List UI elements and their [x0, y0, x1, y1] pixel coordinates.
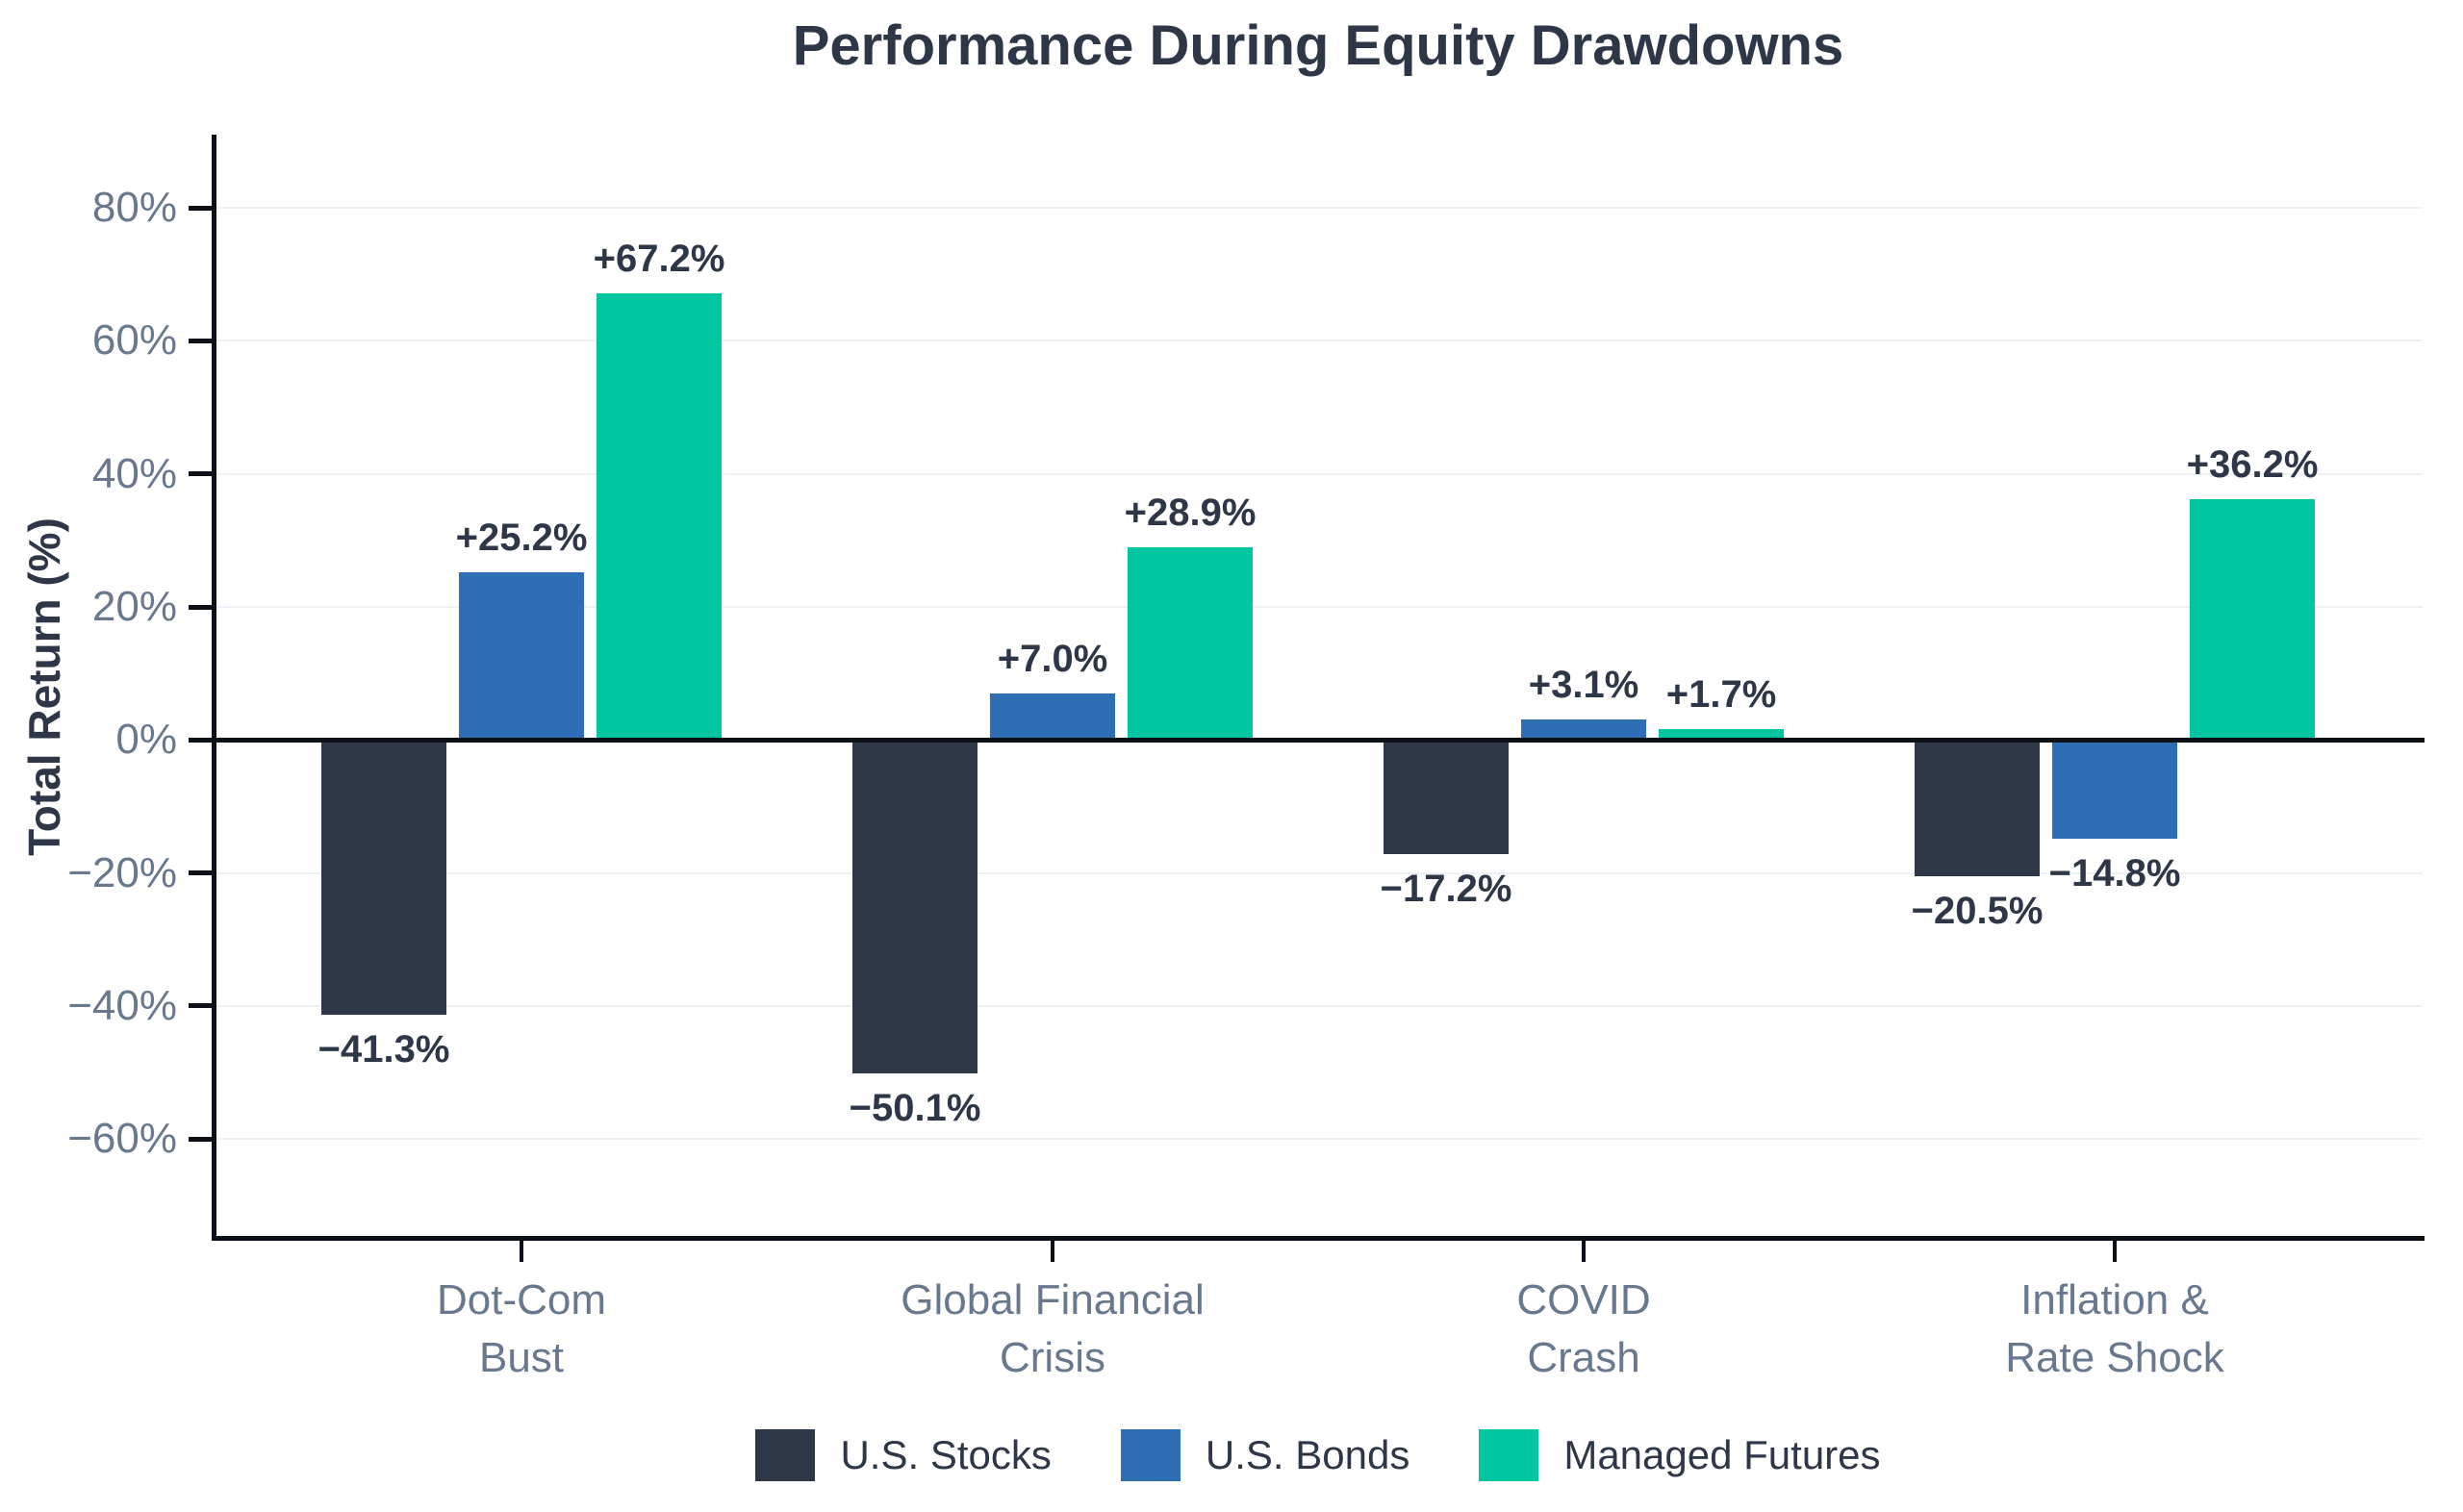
y-tick	[189, 1136, 214, 1142]
legend-swatch	[1479, 1429, 1539, 1481]
bar-value-label: −14.8%	[2048, 851, 2181, 895]
plot-area: −41.3% −50.1% −17.2% −20.5% +25.2% +7.0% +3.1%…	[212, 135, 2425, 1381]
bar-u-s-stocks	[1915, 740, 2040, 877]
gridline	[214, 606, 2423, 608]
y-tick-label: 40%	[91, 449, 177, 497]
bar-value-label: −20.5%	[1911, 890, 2044, 933]
legend-label: U.S. Stocks	[840, 1432, 1052, 1477]
bar-value-label: +67.2%	[593, 237, 725, 280]
y-axis-title: Total Return (%)	[19, 517, 69, 856]
bar-value-label: +7.0%	[997, 637, 1108, 680]
bar-value-label: −17.2%	[1380, 868, 1512, 911]
x-category-label: Dot-Com Bust	[436, 1276, 607, 1381]
bar-value-label: −41.3%	[317, 1027, 450, 1071]
bar-managed-futures	[597, 292, 722, 741]
y-tick-label: 20%	[91, 583, 177, 630]
chart-title: Performance During Equity Drawdowns	[792, 14, 1844, 77]
y-tick	[189, 1003, 214, 1009]
bar-value-label: +25.2%	[455, 517, 588, 560]
legend-item-managed-futures: Managed Futures	[1479, 1429, 1881, 1481]
y-tick-label: −40%	[67, 981, 177, 1029]
legend-swatch	[1120, 1429, 1181, 1481]
bar-value-label: +1.7%	[1665, 672, 1777, 716]
legend-label: U.S. Bonds	[1205, 1432, 1410, 1477]
bar-u-s-stocks	[1384, 740, 1509, 855]
y-tick-label: −60%	[67, 1115, 177, 1163]
y-tick-label: −20%	[67, 848, 177, 896]
legend-item-u-s-stocks: U.S. Stocks	[755, 1429, 1052, 1481]
legend: U.S. Stocks U.S. Bonds Managed Futures	[214, 1429, 2423, 1481]
y-tick-label: 80%	[91, 184, 177, 232]
y-axis-line	[212, 135, 216, 1239]
x-category-label: Inflation & Rate Shock	[2005, 1276, 2224, 1381]
x-axis-line	[212, 1236, 2425, 1241]
y-tick-label: 60%	[91, 316, 177, 365]
y-tick	[189, 870, 214, 876]
gridline	[214, 340, 2423, 342]
y-tick	[189, 205, 214, 211]
x-tick	[2113, 1239, 2117, 1262]
bar-value-label: +36.2%	[2186, 442, 2319, 486]
x-category-label: Global Financial Crisis	[901, 1276, 1205, 1381]
gridline	[214, 472, 2423, 475]
x-category-label: COVID Crash	[1516, 1276, 1651, 1381]
bar-u-s-bonds	[459, 572, 584, 741]
y-tick-label: 0%	[115, 716, 177, 764]
bar-managed-futures	[1128, 547, 1253, 741]
y-tick	[189, 604, 214, 610]
x-tick	[1582, 1239, 1586, 1262]
gridline	[214, 1138, 2423, 1141]
y-tick	[189, 737, 214, 743]
gridline	[214, 1004, 2423, 1007]
bar-u-s-stocks	[852, 740, 978, 1073]
x-tick	[1051, 1239, 1054, 1262]
bar-managed-futures	[2190, 498, 2315, 741]
zero-line	[212, 737, 2425, 743]
legend-swatch	[755, 1429, 816, 1481]
y-tick	[189, 471, 214, 477]
bar-managed-futures	[1659, 728, 1784, 741]
legend-item-u-s-bonds: U.S. Bonds	[1120, 1429, 1410, 1481]
bar-u-s-stocks	[321, 740, 446, 1015]
legend-label: Managed Futures	[1563, 1432, 1881, 1477]
bar-u-s-bonds	[990, 693, 1115, 741]
y-tick	[189, 338, 214, 343]
bar-value-label: +28.9%	[1124, 491, 1257, 535]
bar-value-label: +3.1%	[1528, 663, 1639, 706]
gridline	[214, 207, 2423, 210]
x-tick	[520, 1239, 523, 1262]
bar-value-label: −50.1%	[849, 1086, 981, 1129]
gridline	[214, 871, 2423, 874]
bar-u-s-bonds	[2052, 740, 2177, 839]
bar-u-s-bonds	[1521, 718, 1646, 741]
